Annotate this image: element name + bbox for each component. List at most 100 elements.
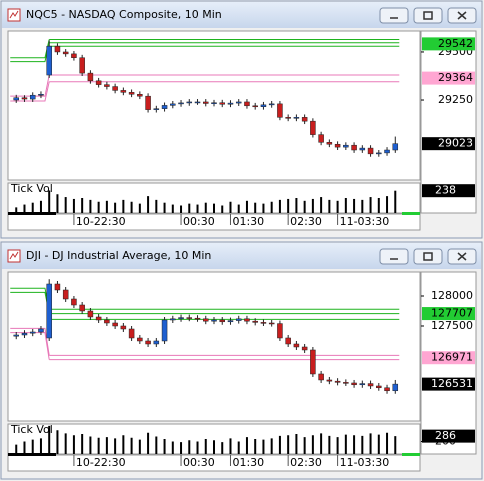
- candle-body: [145, 340, 151, 345]
- volume-bar: [221, 205, 224, 213]
- y-tick-label: 128000: [431, 289, 473, 302]
- scroll-left[interactable]: [8, 212, 56, 215]
- prior-level: [10, 39, 50, 59]
- candle-body: [71, 298, 77, 306]
- candle-body: [170, 318, 176, 321]
- volume-bar: [245, 200, 248, 213]
- candle-body: [112, 86, 118, 91]
- price-label: 29364: [438, 71, 473, 84]
- price-label: 127707: [431, 307, 473, 320]
- candle-body: [326, 142, 333, 145]
- volume-bar: [303, 200, 306, 213]
- candle-body: [318, 134, 324, 143]
- price-label: 29542: [438, 37, 473, 50]
- volume-bar: [196, 204, 199, 213]
- candle-body: [29, 331, 36, 334]
- volume-bar: [39, 200, 42, 213]
- minimize-button[interactable]: [379, 248, 409, 265]
- volume-bar: [204, 439, 207, 454]
- volume-bar: [229, 201, 232, 213]
- volume-bar: [81, 434, 84, 454]
- time-axis: [7, 213, 421, 231]
- candle-body: [219, 319, 225, 323]
- volume-title: Tick Vol: [10, 423, 53, 436]
- volume-bar: [287, 198, 290, 213]
- candle-body: [301, 346, 308, 351]
- minimize-button[interactable]: [379, 7, 409, 24]
- candle-body: [252, 105, 258, 108]
- volume-bar: [155, 436, 158, 454]
- x-tick-label: 00:30: [183, 456, 215, 469]
- candle-body: [21, 332, 28, 336]
- candle-body: [376, 152, 382, 155]
- candle-body: [359, 147, 366, 151]
- volume-bar: [262, 203, 265, 213]
- volume-bar: [270, 201, 273, 213]
- volume-bar: [394, 190, 397, 213]
- volume-bar: [295, 198, 298, 213]
- volume-bar: [147, 432, 150, 454]
- volume-bar: [122, 199, 125, 213]
- volume-bar: [311, 198, 314, 213]
- volume-bar: [270, 438, 273, 454]
- candle-body: [244, 101, 250, 107]
- volume-bar: [171, 441, 174, 454]
- maximize-button[interactable]: [413, 248, 443, 265]
- volume-bar: [361, 199, 364, 213]
- prior-level: [10, 327, 50, 356]
- x-tick-label: 01:30: [232, 215, 264, 228]
- close-glyph: [457, 11, 467, 20]
- volume-label-box: [422, 184, 475, 198]
- candle-body: [112, 322, 118, 327]
- volume-bar: [369, 433, 372, 454]
- x-tick-label: 10-22:30: [76, 215, 126, 228]
- volume-bar: [105, 437, 108, 454]
- candle-body: [128, 92, 135, 95]
- candle-body: [227, 320, 234, 323]
- candle-body: [252, 320, 258, 323]
- candle-body: [161, 105, 168, 109]
- volume-bar: [171, 204, 174, 213]
- volume-bar: [188, 203, 191, 213]
- price-label: 29023: [438, 137, 473, 150]
- candle-body: [351, 144, 357, 151]
- x-tick-label: 00:30: [183, 215, 215, 228]
- window-icon-glyph: [9, 10, 19, 19]
- candle-body: [301, 117, 308, 122]
- candle-body: [310, 120, 316, 135]
- candle-body: [120, 325, 127, 330]
- scroll-left[interactable]: [8, 453, 56, 456]
- candle-body: [227, 102, 234, 105]
- volume-bar: [56, 194, 59, 213]
- price-label-box: [422, 307, 475, 321]
- volume-bar: [64, 197, 67, 213]
- maximize-glyph: [423, 11, 433, 20]
- candle-body: [392, 383, 399, 392]
- candle-body: [170, 103, 176, 106]
- candle-body: [104, 84, 110, 87]
- volume-bar: [180, 442, 183, 454]
- candle-body: [293, 343, 300, 348]
- candle-body: [46, 283, 52, 339]
- volume-bar: [23, 204, 26, 213]
- volume-bar: [114, 202, 117, 213]
- scroll-right[interactable]: [402, 453, 420, 456]
- maximize-button[interactable]: [413, 7, 443, 24]
- scroll-right[interactable]: [402, 212, 420, 215]
- volume-bar: [303, 437, 306, 454]
- candle-body: [186, 317, 193, 319]
- volume-bar: [377, 198, 380, 213]
- candle-body: [120, 90, 127, 93]
- prior-level: [10, 81, 50, 102]
- volume-bar: [147, 196, 150, 213]
- candle-body: [285, 117, 291, 119]
- x-tick-label: 11-03:30: [340, 215, 390, 228]
- x-tick-label: 02:30: [290, 215, 322, 228]
- candle-body: [244, 318, 250, 322]
- candle-body: [137, 337, 143, 342]
- volume-bar: [353, 435, 356, 454]
- volume-bar: [213, 203, 215, 213]
- volume-bar: [361, 435, 364, 454]
- price-label-box: [422, 377, 475, 391]
